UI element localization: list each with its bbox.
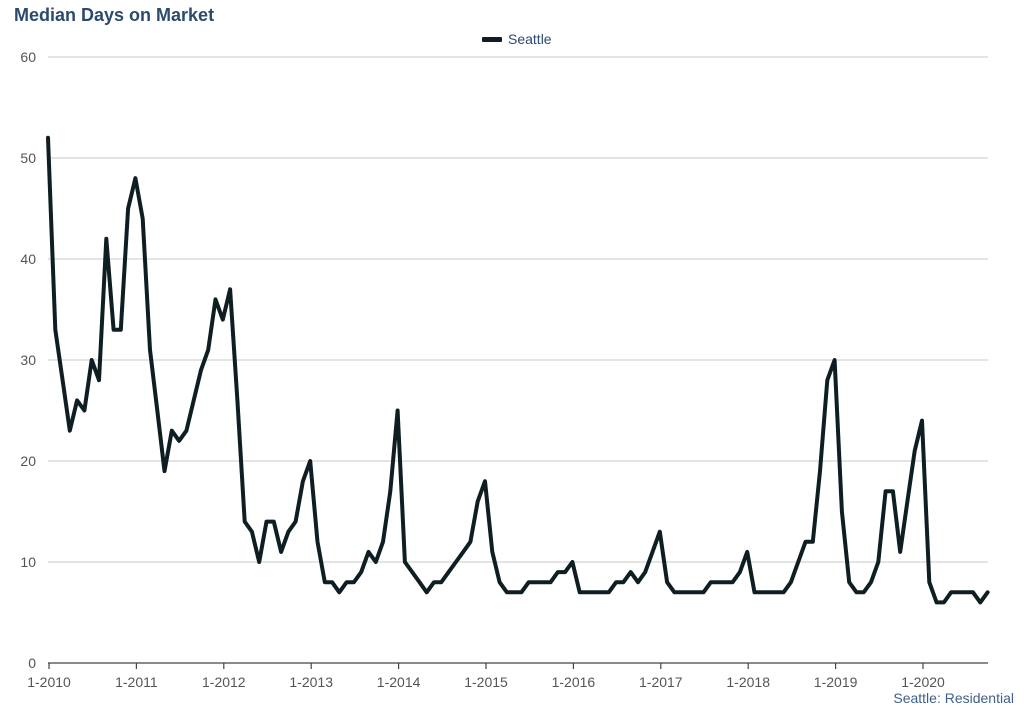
y-tick-label: 40 — [20, 251, 36, 267]
x-tick-label: 1-2016 — [552, 674, 596, 690]
y-tick-label: 20 — [20, 453, 36, 469]
legend: Seattle — [482, 31, 552, 47]
x-tick-label: 1-2015 — [464, 674, 508, 690]
chart-title: Median Days on Market — [14, 5, 215, 25]
series-group — [46, 135, 990, 605]
gridlines — [48, 56, 988, 563]
x-tick-label: 1-2014 — [377, 674, 421, 690]
x-tick-label: 1-2020 — [901, 674, 945, 690]
x-tick-label: 1-2018 — [726, 674, 770, 690]
x-tick-label: 1-2017 — [639, 674, 683, 690]
x-tick-label: 1-2019 — [814, 674, 858, 690]
chart-footer: Seattle: Residential — [893, 690, 1014, 706]
x-tick-label: 1-2013 — [289, 674, 333, 690]
legend-label-seattle: Seattle — [508, 31, 552, 47]
y-tick-label: 10 — [20, 554, 36, 570]
y-tick-label: 60 — [20, 49, 36, 65]
x-tick-label: 1-2011 — [115, 674, 158, 690]
y-tick-label: 30 — [20, 352, 36, 368]
x-tick-label: 1-2010 — [27, 674, 71, 690]
x-axis: 1-2010 1-2011 1-2012 1-2013 1-2014 1-2015 1-20… — [27, 662, 988, 690]
legend-swatch-seattle — [482, 36, 502, 42]
y-axis-ticks: 0 10 20 30 40 50 60 — [20, 49, 36, 671]
x-tick-label: 1-2012 — [202, 674, 246, 690]
series-line-seattle — [46, 135, 990, 605]
y-tick-label: 0 — [28, 655, 36, 671]
y-tick-label: 50 — [20, 150, 36, 166]
